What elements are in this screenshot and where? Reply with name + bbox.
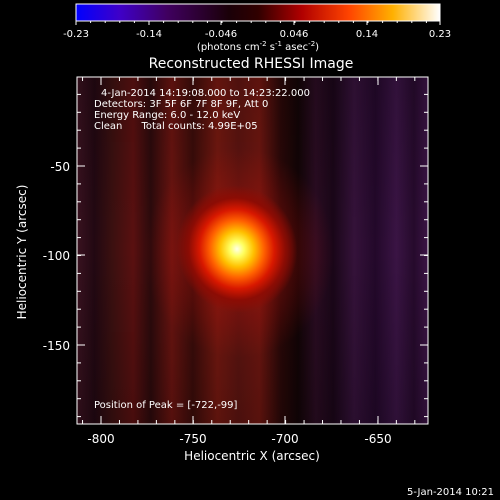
timestamp: 5-Jan-2014 10:21 [407, 487, 494, 498]
info-block: 4-Jan-2014 14:19:08.000 to 14:23:22.000 … [94, 88, 310, 132]
colorbar-gradient [75, 3, 441, 22]
y-axis-label: Heliocentric Y (arcsec) [15, 185, 29, 320]
peak-position-label: Position of Peak = [-722,-99] [94, 400, 238, 411]
x-tick-label: -800 [87, 432, 114, 446]
x-axis: -800 -750 -700 -650 Heliocentric X (arcs… [87, 432, 391, 463]
x-tick-label: -700 [271, 432, 298, 446]
y-tick-label: -150 [43, 339, 70, 353]
colorbar-units: (photons cm-2 s-1 asec-2) [197, 40, 319, 53]
rhessi-image [77, 77, 428, 424]
info-time: 4-Jan-2014 14:19:08.000 to 14:23:22.000 [101, 88, 310, 99]
colorbar-tick-marks [75, 21, 441, 25]
plot-title: Reconstructed RHESSI Image [149, 56, 354, 72]
x-tick-label: -650 [364, 432, 391, 446]
info-energy: Energy Range: 6.0 - 12.0 keV [94, 110, 240, 121]
source-core [176, 185, 298, 313]
colorbar: -0.23 -0.14 -0.046 0.046 0.14 0.23 (phot… [63, 3, 451, 53]
plot-frame [76, 76, 429, 425]
y-axis: -50 -100 -150 Heliocentric Y (arcsec) [15, 160, 70, 353]
x-axis-label: Heliocentric X (arcsec) [184, 449, 320, 463]
colorbar-tick-label: 0.046 [280, 29, 309, 40]
x-tick-label: -750 [179, 432, 206, 446]
colorbar-tick-label: -0.14 [136, 29, 162, 40]
y-tick-label: -100 [43, 249, 70, 263]
colorbar-tick-label: 0.23 [429, 29, 451, 40]
y-tick-label: -50 [50, 160, 70, 174]
info-detectors: Detectors: 3F 5F 6F 7F 8F 9F, Att 0 [94, 99, 268, 110]
colorbar-tick-label: -0.046 [205, 29, 237, 40]
info-clean: Clean Total counts: 4.99E+05 [94, 121, 258, 132]
colorbar-tick-label: -0.23 [63, 29, 89, 40]
colorbar-tick-label: 0.14 [356, 29, 378, 40]
